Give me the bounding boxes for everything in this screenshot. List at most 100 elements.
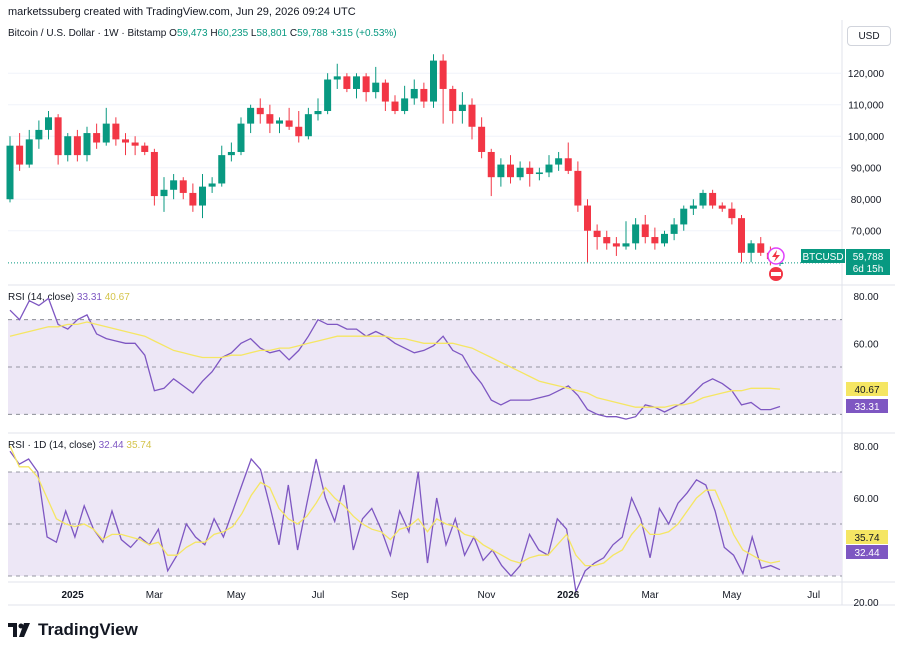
low-value: 58,801: [256, 28, 288, 39]
currency-button[interactable]: USD: [847, 26, 891, 46]
candle-body: [170, 180, 178, 190]
rsi-weekly-ma-badge: 40.67: [854, 385, 879, 396]
candle-body: [227, 151, 235, 156]
time-tick-label: May: [227, 590, 246, 601]
rsi-daily-ma-badge-bg: [846, 530, 888, 544]
rsi-weekly-pane[interactable]: [8, 297, 842, 420]
candle-body: [632, 224, 640, 244]
candle-body: [353, 76, 360, 89]
candle-body: [304, 114, 312, 137]
candle-body: [699, 192, 707, 206]
candle-body: [439, 60, 447, 89]
candle-body: [102, 123, 110, 143]
rsi-weekly-ma-badge-bg: [846, 382, 888, 396]
lightning-glyph: [772, 250, 780, 262]
candle-body: [507, 164, 514, 178]
candle-body: [150, 151, 158, 197]
rsi-band-fill: [8, 472, 842, 576]
rsi-tick-label: 60.00: [853, 339, 878, 350]
rsi-daily-ma: 35.74: [126, 440, 152, 451]
badges: BTCUSD 59,788 6d 15h 40.67 33.31 35.74 3…: [767, 247, 890, 559]
candle-body: [237, 123, 245, 152]
lightning-icon[interactable]: [767, 247, 785, 265]
candle-body: [776, 262, 784, 264]
candle-body: [757, 243, 765, 253]
rsi-weekly-value: 33.31: [76, 292, 102, 303]
candle-body: [160, 189, 168, 197]
close-value: 59,788: [297, 28, 328, 39]
price-tick-label: 70,000: [851, 227, 882, 238]
price-pane[interactable]: [6, 54, 843, 267]
rsi-daily-label[interactable]: RSI · 1D (14, close): [8, 440, 96, 451]
open-value: 59,473: [176, 28, 208, 39]
price-badge-countdown: 6d 15h: [853, 264, 884, 275]
candle-body: [574, 170, 582, 206]
candle-body: [661, 233, 668, 244]
time-tick-label: Nov: [478, 590, 496, 601]
candle-body: [6, 145, 14, 200]
candle-body: [555, 158, 563, 165]
candle-body: [208, 183, 216, 187]
price-badge-value: 59,788: [853, 252, 884, 263]
open-label: O: [169, 28, 177, 39]
change-value: +315 (+0.53%): [330, 28, 397, 39]
symbol-badge-bg: [801, 249, 845, 263]
price-tick-label: 80,000: [851, 195, 882, 206]
rsi-daily-pane[interactable]: [8, 445, 842, 594]
close-label: C: [289, 28, 298, 39]
rsi-daily-badge-bg: [846, 545, 888, 559]
rsi-weekly-ma: 40.67: [104, 292, 130, 303]
symbol-title[interactable]: Bitcoin / U.S. Dollar · 1W · Bitstamp: [8, 28, 167, 39]
candle-body: [276, 120, 283, 124]
candle-body: [16, 145, 24, 165]
chart-attribution: marketssuberg created with TradingView.c…: [8, 6, 356, 18]
us-flag-icon[interactable]: [769, 267, 783, 281]
high-label: H: [210, 28, 218, 39]
candle-body: [651, 237, 659, 244]
candle-body: [641, 224, 649, 238]
rsi-ma-line: [9, 445, 781, 567]
candle-body: [612, 243, 620, 247]
time-tick-label: Mar: [146, 590, 164, 601]
rsi-daily-legend: RSI · 1D (14, close) 32.44 35.74: [8, 440, 151, 451]
candle-body: [218, 155, 226, 184]
rsi-tick-label: 80.00: [853, 442, 878, 453]
candle-body: [401, 98, 409, 112]
grid: [8, 20, 895, 606]
brand-name: TradingView: [38, 620, 138, 639]
candle-body: [584, 205, 591, 231]
candle-body: [603, 237, 611, 244]
candle-body: [680, 208, 688, 225]
tradingview-logo[interactable]: TradingView: [8, 620, 138, 640]
candle-body: [256, 107, 264, 115]
candle-body: [526, 167, 534, 175]
time-tick-label: 2026: [557, 590, 580, 601]
candle-body: [25, 139, 33, 165]
candle-body: [343, 76, 351, 89]
price-badge-bg: [846, 249, 890, 275]
tradingview-logo-icon: [8, 623, 30, 637]
candle-body: [122, 139, 129, 143]
axes: 70,000 80,000 90,000 100,000 110,000 120,000 6…: [61, 69, 884, 609]
candle-body: [372, 82, 380, 93]
price-tick-label: 90,000: [851, 164, 882, 175]
candle-body: [487, 151, 495, 178]
candle-body: [747, 243, 755, 253]
candle-body: [295, 126, 303, 137]
rsi-tick-label: 20.00: [853, 598, 878, 609]
candle-body: [766, 252, 774, 260]
rsi-weekly-badge-bg: [846, 399, 888, 413]
candle-body: [179, 180, 187, 193]
candle-body: [622, 243, 630, 247]
candle-body: [314, 111, 322, 115]
rsi-weekly-label[interactable]: RSI (14, close): [8, 292, 75, 303]
price-tick-label: 110,000: [848, 101, 884, 112]
rsi-line: [9, 450, 781, 594]
candle-body: [83, 133, 91, 156]
low-label: L: [250, 28, 257, 39]
candle-body: [381, 82, 389, 102]
candle-body: [93, 133, 101, 143]
price-tick-label: 120,000: [848, 69, 885, 80]
candle-body: [199, 186, 206, 206]
